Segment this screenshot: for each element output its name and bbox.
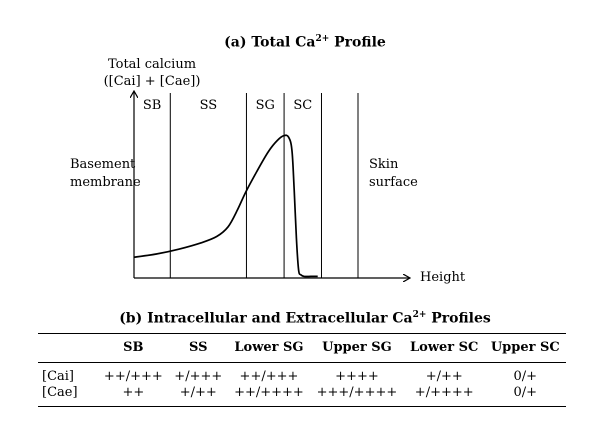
panel-a-title: (a) Total Ca2+ Profile xyxy=(224,34,386,51)
left-label-line2: membrane xyxy=(70,175,141,190)
table-cell: ++/++++ xyxy=(234,385,304,400)
basement-membrane-label: Basement membrane xyxy=(70,156,141,192)
right-label-line2: surface xyxy=(369,175,418,190)
table-cell: ++++ xyxy=(335,369,379,384)
x-axis-label: Height xyxy=(420,270,466,285)
total-calcium-curve xyxy=(133,134,318,278)
calcium-profile-chart: SB SS SG SC xyxy=(0,0,610,300)
left-label-line1: Basement xyxy=(70,157,136,172)
calcium-profile-table: SB SS Lower SG Upper SG Lower SC Upper S… xyxy=(38,333,566,407)
y-axis-label: Total calcium ([Cai] + [Cae]) xyxy=(92,56,212,90)
panel-b-title: (b) Intracellular and Extracellular Ca2+… xyxy=(119,310,491,327)
table-cell: 0/+ xyxy=(513,385,538,400)
region-label-sc: SC xyxy=(293,98,312,113)
table-header-lower-sc: Lower SC xyxy=(410,340,479,355)
table-header-ss: SS xyxy=(189,340,208,355)
table-cell: +++/++++ xyxy=(316,385,398,400)
table-row-cae: [Cae] ++ +/++ ++/++++ +++/++++ +/++++ 0/… xyxy=(38,385,566,407)
table-cell: +/++ xyxy=(179,385,217,400)
region-boundaries xyxy=(169,93,359,278)
skin-surface-label: Skin surface xyxy=(369,156,418,192)
region-labels: SB SS SG SC xyxy=(143,98,312,113)
table-header-lower-sg: Lower SG xyxy=(234,340,304,355)
region-label-sb: SB xyxy=(143,98,161,113)
table-header-upper-sg: Upper SG xyxy=(322,340,392,355)
table-row-cai: [Cai] ++/+++ +/+++ ++/+++ ++++ +/++ 0/+ xyxy=(38,363,566,386)
table-cell: ++/+++ xyxy=(239,369,299,384)
row-label: [Cai] xyxy=(42,369,74,384)
table-cell: +/++ xyxy=(425,369,463,384)
table-cell: +/+++ xyxy=(174,369,223,384)
table-header-row: SB SS Lower SG Upper SG Lower SC Upper S… xyxy=(38,333,566,363)
right-label-line1: Skin xyxy=(369,157,399,172)
y-axis-label-line1: Total calcium xyxy=(107,57,197,72)
table-cell: 0/+ xyxy=(513,369,538,384)
region-label-sg: SG xyxy=(256,98,275,113)
table-header-sb: SB xyxy=(123,340,144,355)
table-cell: +/++++ xyxy=(414,385,474,400)
y-axis-label-line2: ([Cai] + [Cae]) xyxy=(103,74,201,89)
table-cell: ++ xyxy=(122,385,145,400)
table-cell: ++/+++ xyxy=(103,369,163,384)
table-header-blank xyxy=(38,334,98,363)
region-label-ss: SS xyxy=(200,98,218,113)
row-label: [Cae] xyxy=(42,385,78,400)
table-header-upper-sc: Upper SC xyxy=(490,340,560,355)
